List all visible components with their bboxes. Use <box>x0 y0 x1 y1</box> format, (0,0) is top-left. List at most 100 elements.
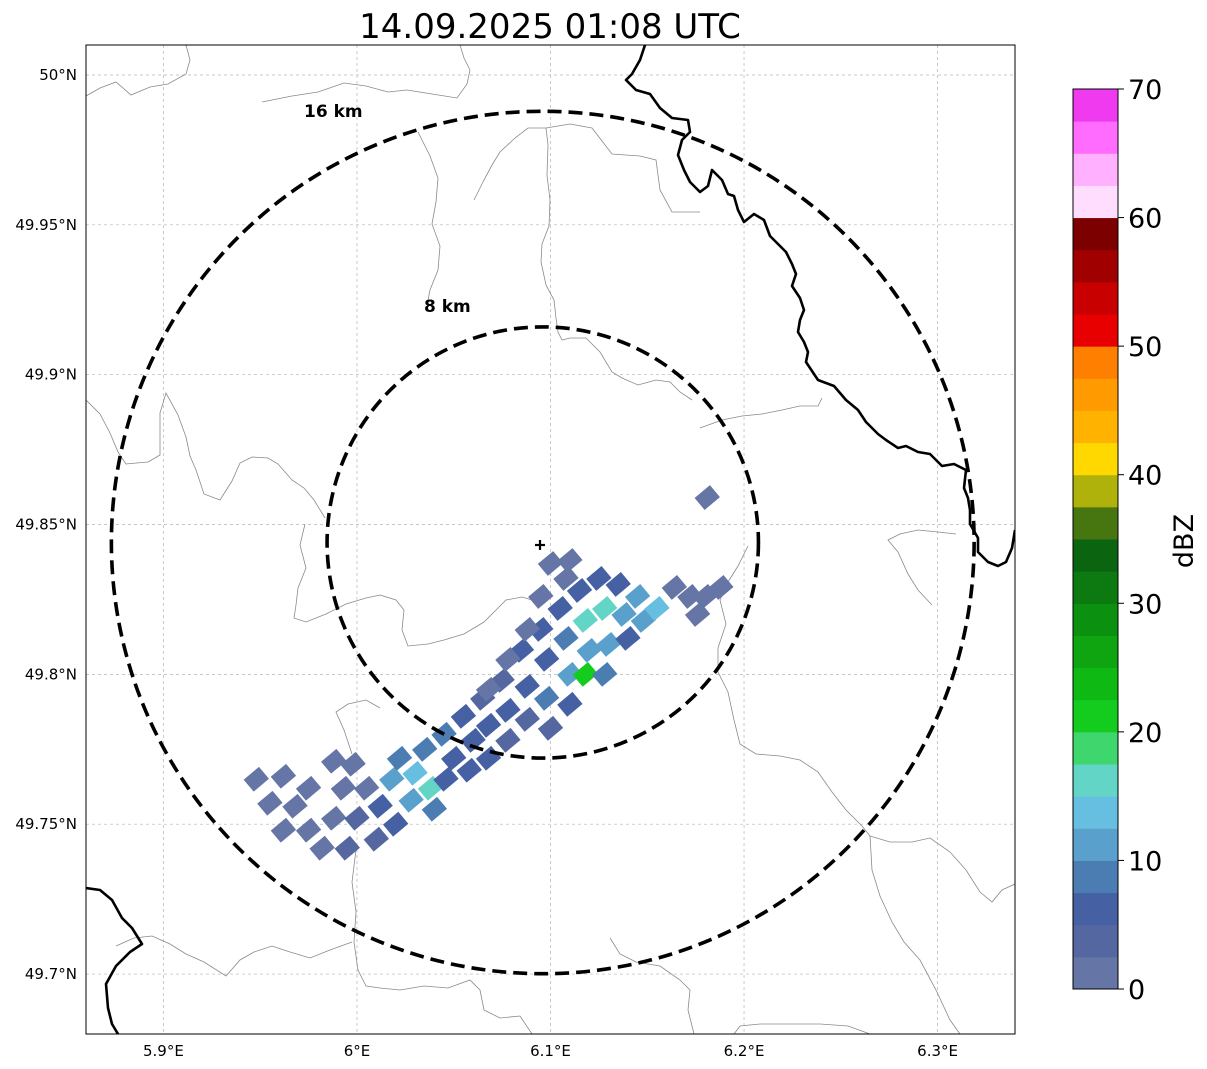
radar-cell <box>624 584 651 609</box>
colorbar-segment <box>1073 121 1118 154</box>
colorbar-segment <box>1073 281 1118 315</box>
colorbar-segment <box>1073 571 1118 604</box>
range-ring-label-8km: 8 km <box>424 297 471 317</box>
admin-boundary-southwest <box>335 699 381 755</box>
radar-cell <box>557 548 583 573</box>
admin-boundary-south-2 <box>115 935 353 977</box>
colorbar-segment <box>1073 217 1118 251</box>
radar-cell <box>495 727 521 753</box>
admin-boundaries <box>86 45 1015 1034</box>
figure-title: 14.09.2025 01:08 UTC <box>359 7 741 47</box>
radar-cell <box>270 817 297 843</box>
radar-cell <box>450 703 477 729</box>
colorbar-segment <box>1073 860 1118 894</box>
admin-boundary-south-3 <box>609 937 695 1034</box>
colorbar-frame <box>1072 88 1119 990</box>
lon-tick-label: 6°E <box>344 1042 371 1060</box>
national-borders <box>86 45 1015 1034</box>
radar-cell <box>514 673 540 699</box>
colorbar-segment <box>1073 506 1118 540</box>
longitude-tick-labels: 5.9°E 6°E 6.1°E 6.2°E 6.3°E <box>143 1042 958 1060</box>
radar-cell <box>243 766 269 792</box>
colorbar-segment <box>1073 892 1118 926</box>
radar-cell <box>566 578 593 603</box>
lon-tick-label: 5.9°E <box>143 1042 184 1060</box>
lat-tick-label: 49.75°N <box>15 815 77 833</box>
radar-cell <box>460 727 486 753</box>
colorbar-segment <box>1073 378 1118 411</box>
radar-cell <box>694 485 720 510</box>
radar-cell <box>475 676 502 702</box>
range-ring-label-16km: 16 km <box>304 102 363 122</box>
colorbar-tick-label: 50 <box>1128 332 1162 363</box>
colorbar-segment <box>1073 731 1118 765</box>
admin-boundary-north <box>261 45 471 103</box>
colorbar-ticks: 0 10 20 30 40 50 60 70 <box>1118 75 1162 1006</box>
admin-boundary-south-1 <box>351 849 533 1034</box>
radar-cell <box>386 745 413 771</box>
radar-cell <box>528 584 554 609</box>
colorbar-label: dBZ <box>1169 514 1200 568</box>
colorbar-tick-label: 60 <box>1128 204 1162 235</box>
radar-cell <box>295 817 322 843</box>
colorbar-segment <box>1073 635 1118 669</box>
radar-cell <box>344 805 370 831</box>
radar-cell <box>433 766 459 792</box>
radar-cell <box>644 596 670 621</box>
lat-tick-label: 49.85°N <box>15 516 77 534</box>
radar-cell <box>495 646 521 672</box>
radar-site-marker <box>535 540 545 550</box>
map-panel: 5.9°E 6°E 6.1°E 6.2°E 6.3°E 50°N 49.95°N 49.9°… <box>15 44 1016 1060</box>
admin-boundary-south-4 <box>733 1023 871 1034</box>
admin-boundary-east-3 <box>869 835 1015 903</box>
admin-boundary-west-2 <box>293 523 533 647</box>
radar-cell <box>456 757 482 783</box>
radar-cell <box>576 637 602 663</box>
radar-cell <box>537 551 564 576</box>
radar-cell <box>421 796 448 822</box>
radar-cell <box>533 685 560 711</box>
colorbar-tick-label: 40 <box>1128 461 1162 492</box>
colorbar-segment <box>1073 185 1118 219</box>
radar-cell <box>528 617 554 642</box>
colorbar-tick-label: 30 <box>1128 589 1162 620</box>
colorbar-segment <box>1073 539 1118 572</box>
radar-cell <box>611 602 637 627</box>
lat-tick-label: 50°N <box>39 66 77 84</box>
colorbar: 0 10 20 30 40 50 60 70 dBZ <box>1072 75 1200 1006</box>
colorbar-segments <box>1073 89 1118 990</box>
admin-boundary-nw <box>86 45 191 97</box>
colorbar-segment <box>1073 699 1118 733</box>
radar-cell <box>340 751 366 777</box>
admin-boundary-north-central <box>417 131 441 301</box>
lon-tick-label: 6.3°E <box>917 1042 958 1060</box>
lon-tick-label: 6.2°E <box>724 1042 765 1060</box>
radar-cell <box>553 566 579 591</box>
radar-cell <box>572 608 599 633</box>
radar-cell <box>684 602 711 627</box>
radar-cell <box>402 760 428 786</box>
radar-cell <box>557 691 583 717</box>
colorbar-segment <box>1073 764 1118 797</box>
lat-tick-label: 49.8°N <box>25 665 77 683</box>
lat-tick-label: 49.95°N <box>15 216 77 234</box>
lon-tick-label: 6.1°E <box>530 1042 571 1060</box>
colorbar-segment <box>1073 924 1118 958</box>
radar-cell <box>708 575 734 600</box>
latitude-tick-labels: 50°N 49.95°N 49.9°N 49.85°N 49.8°N 49.75°N 49.… <box>15 66 77 983</box>
colorbar-tick-label: 0 <box>1128 975 1145 1006</box>
radar-cell <box>595 631 622 657</box>
colorbar-tick-label: 10 <box>1128 846 1162 877</box>
radar-cell <box>353 775 380 801</box>
national-border-southwest <box>86 886 144 1034</box>
radar-cell <box>270 763 297 789</box>
radar-cell <box>441 745 467 771</box>
colorbar-segment <box>1073 314 1118 347</box>
colorbar-segment <box>1073 249 1118 283</box>
colorbar-tick-label: 70 <box>1128 75 1162 106</box>
radar-cell <box>363 826 389 852</box>
colorbar-segment <box>1073 442 1118 476</box>
map-frame <box>85 44 1016 1035</box>
admin-boundary-east-4 <box>869 835 961 1034</box>
